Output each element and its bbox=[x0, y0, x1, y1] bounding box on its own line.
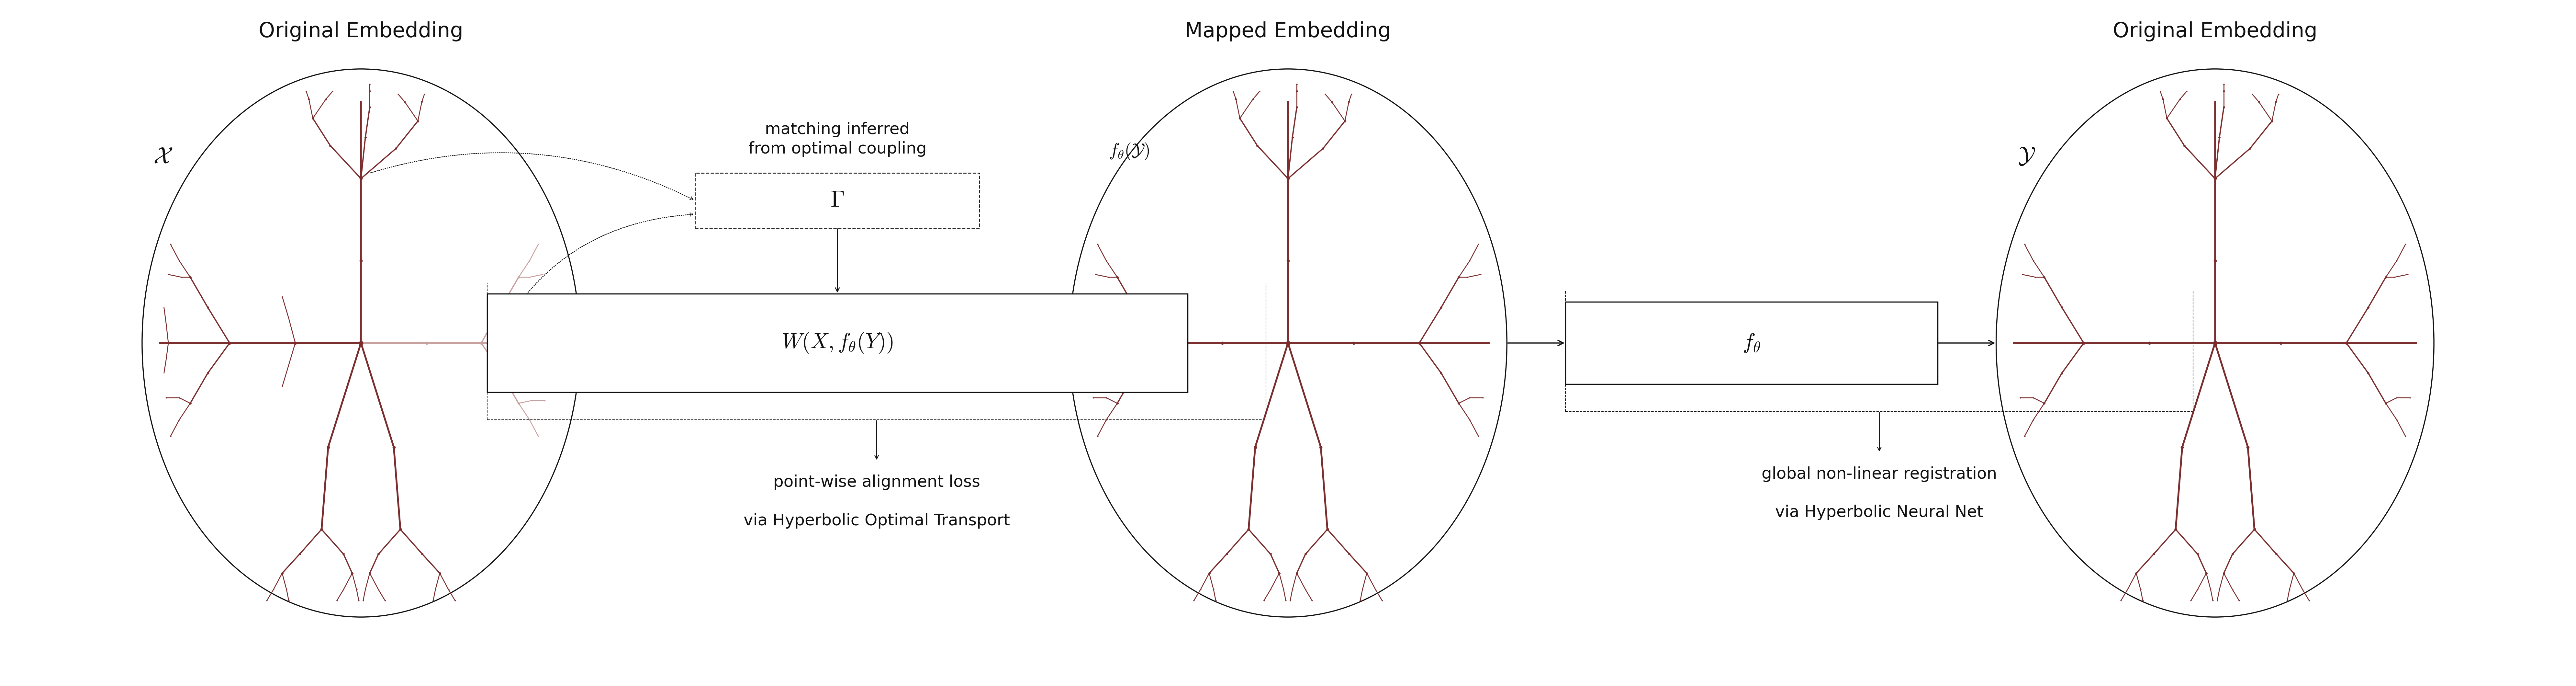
Text: Original Embedding: Original Embedding bbox=[258, 21, 464, 42]
Text: via Hyperbolic Optimal Transport: via Hyperbolic Optimal Transport bbox=[744, 513, 1010, 528]
Text: Original Embedding: Original Embedding bbox=[2112, 21, 2318, 42]
Text: matching inferred: matching inferred bbox=[765, 122, 909, 137]
Text: $f_\theta$: $f_\theta$ bbox=[1741, 332, 1759, 354]
FancyBboxPatch shape bbox=[696, 173, 979, 228]
Text: $f_\theta(\mathcal{Y})$: $f_\theta(\mathcal{Y})$ bbox=[1108, 141, 1149, 161]
Text: point-wise alignment loss: point-wise alignment loss bbox=[773, 475, 979, 490]
Text: from optimal coupling: from optimal coupling bbox=[747, 141, 927, 156]
FancyBboxPatch shape bbox=[1566, 302, 1937, 384]
Text: $\Gamma$: $\Gamma$ bbox=[829, 189, 845, 212]
Text: global non-linear registration: global non-linear registration bbox=[1762, 466, 1996, 482]
Text: $W(X, f_\theta(Y))$: $W(X, f_\theta(Y))$ bbox=[781, 331, 894, 355]
Text: $\mathcal{X}$: $\mathcal{X}$ bbox=[152, 145, 173, 168]
FancyBboxPatch shape bbox=[487, 294, 1188, 392]
Text: via Hyperbolic Neural Net: via Hyperbolic Neural Net bbox=[1775, 505, 1984, 520]
Text: $\mathcal{Y}$: $\mathcal{Y}$ bbox=[2017, 145, 2035, 168]
Text: Mapped Embedding: Mapped Embedding bbox=[1185, 21, 1391, 42]
